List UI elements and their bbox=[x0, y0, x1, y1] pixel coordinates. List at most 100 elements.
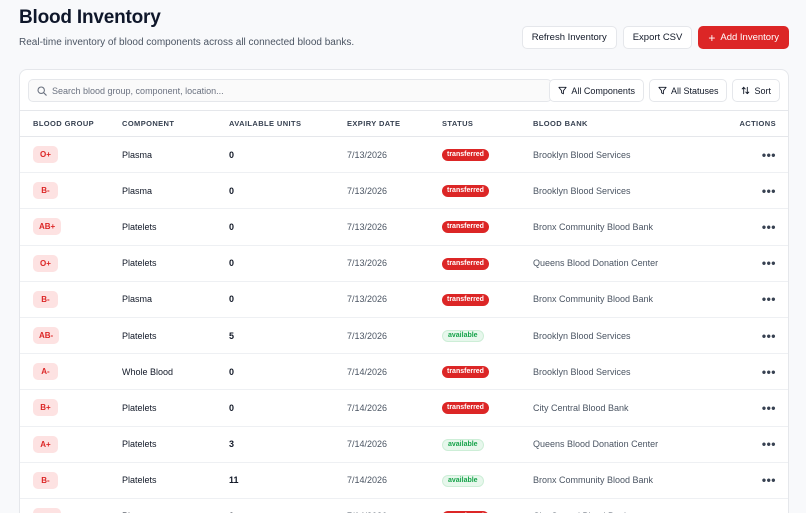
component-cell: Plasma bbox=[122, 172, 229, 210]
more-horizontal-icon[interactable]: ••• bbox=[761, 292, 776, 307]
table-row[interactable]: A- Whole Blood 0 7/14/2026 transferred Brookl… bbox=[20, 353, 788, 391]
table-row[interactable]: B- Platelets 11 7/14/2026 available Bronx Com… bbox=[20, 462, 788, 499]
blood-bank-cell: Brooklyn Blood Services bbox=[533, 172, 726, 210]
add-inventory-button[interactable]: + Add Inventory bbox=[698, 26, 789, 49]
blood-group-cell: B- bbox=[20, 281, 122, 318]
filter-icon bbox=[558, 86, 567, 95]
status-badge: transferred bbox=[442, 149, 489, 162]
blood-group-badge: A- bbox=[33, 363, 58, 381]
filter-icon bbox=[658, 86, 667, 95]
search-input[interactable] bbox=[52, 80, 547, 101]
available-units-cell: 0 bbox=[229, 172, 347, 210]
available-units-cell: 5 bbox=[229, 317, 347, 355]
component-cell: Platelets bbox=[122, 462, 229, 499]
available-units-cell: 3 bbox=[229, 426, 347, 463]
table-row[interactable]: O+ Plasma 0 7/13/2026 transferred Brooklyn Bl… bbox=[20, 136, 788, 174]
blood-group-badge: AB- bbox=[33, 327, 60, 345]
actions-cell: ••• bbox=[726, 172, 788, 210]
table-row[interactable]: A+ Platelets 3 7/14/2026 available Queens Blo… bbox=[20, 426, 788, 463]
component-cell: Platelets bbox=[122, 426, 229, 463]
more-horizontal-icon[interactable]: ••• bbox=[761, 364, 776, 379]
table-row[interactable]: B+ Platelets 0 7/14/2026 transferred City Cen… bbox=[20, 389, 788, 427]
more-horizontal-icon[interactable]: ••• bbox=[761, 328, 776, 343]
table-row[interactable]: B- Plasma 0 7/13/2026 transferred Bronx Commu… bbox=[20, 281, 788, 318]
actions-cell: ••• bbox=[726, 389, 788, 427]
status-cell: transferred bbox=[442, 281, 533, 318]
status-badge: available bbox=[442, 330, 484, 343]
header-actions: Refresh Inventory Export CSV + Add Inven… bbox=[521, 26, 789, 49]
blood-group-cell: O+ bbox=[20, 245, 122, 282]
blood-group-badge: B- bbox=[33, 471, 58, 489]
expiry-date-cell: 7/14/2026 bbox=[347, 353, 442, 391]
expiry-date-cell: 7/13/2026 bbox=[347, 136, 442, 174]
available-units-cell: 0 bbox=[229, 245, 347, 282]
blood-group-cell: A+ bbox=[20, 426, 122, 463]
blood-group-badge: O+ bbox=[33, 254, 58, 272]
sort-button[interactable]: Sort bbox=[732, 79, 780, 102]
more-horizontal-icon[interactable]: ••• bbox=[761, 147, 776, 162]
expiry-date-cell: 7/14/2026 bbox=[347, 498, 442, 513]
status-badge: transferred bbox=[442, 366, 489, 379]
available-units-cell: 0 bbox=[229, 208, 347, 246]
table-row[interactable]: B- Plasma 0 7/13/2026 transferred Brooklyn Bl… bbox=[20, 172, 788, 210]
more-horizontal-icon[interactable]: ••• bbox=[761, 183, 776, 198]
table-row[interactable]: AB+ Platelets 0 7/13/2026 transferred Bronx C… bbox=[20, 208, 788, 246]
status-badge: transferred bbox=[442, 257, 489, 270]
column-header-blood-group[interactable]: BLOOD GROUP bbox=[20, 110, 122, 137]
table-row[interactable]: O+ Platelets 0 7/13/2026 transferred Queens B… bbox=[20, 245, 788, 282]
status-cell: available bbox=[442, 426, 533, 463]
blood-bank-cell: Brooklyn Blood Services bbox=[533, 136, 726, 174]
blood-group-cell: AB- bbox=[20, 317, 122, 355]
available-units-cell: 0 bbox=[229, 136, 347, 174]
blood-bank-cell: Queens Blood Donation Center bbox=[533, 245, 726, 282]
blood-group-badge: B+ bbox=[33, 399, 58, 417]
column-header-status[interactable]: STATUS bbox=[442, 110, 533, 137]
more-horizontal-icon[interactable]: ••• bbox=[761, 473, 776, 488]
column-header-expiry-date[interactable]: EXPIRY DATE bbox=[347, 110, 442, 137]
status-cell: transferred bbox=[442, 172, 533, 210]
status-cell: transferred bbox=[442, 498, 533, 513]
statuses-filter-button[interactable]: All Statuses bbox=[648, 79, 728, 102]
expiry-date-cell: 7/13/2026 bbox=[347, 317, 442, 355]
available-units-cell: 0 bbox=[229, 389, 347, 427]
page-subtitle: Real-time inventory of blood components … bbox=[19, 37, 355, 48]
blood-bank-cell: Bronx Community Blood Bank bbox=[533, 462, 726, 499]
toolbar: All Components All Statuses Sort bbox=[28, 79, 780, 102]
component-cell: Platelets bbox=[122, 245, 229, 282]
statuses-filter-label: All Statuses bbox=[670, 85, 719, 96]
sort-icon bbox=[742, 86, 750, 95]
inventory-card: All Components All Statuses Sort BLOOD G… bbox=[19, 69, 789, 513]
column-header-available-units[interactable]: AVAILABLE UNITS bbox=[229, 110, 347, 137]
blood-bank-cell: City Central Blood Bank bbox=[533, 389, 726, 427]
available-units-cell: 0 bbox=[229, 498, 347, 513]
status-cell: transferred bbox=[442, 208, 533, 246]
status-cell: transferred bbox=[442, 136, 533, 174]
blood-group-cell: B- bbox=[20, 172, 122, 210]
component-cell: Plasma bbox=[122, 136, 229, 174]
table-header-row: BLOOD GROUP COMPONENT AVAILABLE UNITS EX… bbox=[20, 110, 788, 137]
expiry-date-cell: 7/13/2026 bbox=[347, 245, 442, 282]
status-badge: available bbox=[442, 474, 484, 487]
actions-cell: ••• bbox=[726, 498, 788, 513]
actions-cell: ••• bbox=[726, 462, 788, 499]
actions-cell: ••• bbox=[726, 353, 788, 391]
components-filter-label: All Components bbox=[571, 85, 635, 96]
expiry-date-cell: 7/14/2026 bbox=[347, 462, 442, 499]
blood-bank-cell: Brooklyn Blood Services bbox=[533, 353, 726, 391]
more-horizontal-icon[interactable]: ••• bbox=[761, 437, 776, 452]
more-horizontal-icon[interactable]: ••• bbox=[761, 256, 776, 271]
status-cell: transferred bbox=[442, 389, 533, 427]
column-header-component[interactable]: COMPONENT bbox=[122, 110, 229, 137]
status-cell: available bbox=[442, 462, 533, 499]
more-horizontal-icon[interactable]: ••• bbox=[761, 400, 776, 415]
table-row[interactable]: AB- Platelets 5 7/13/2026 available Brooklyn … bbox=[20, 317, 788, 355]
column-header-blood-bank[interactable]: BLOOD BANK bbox=[533, 110, 726, 137]
page-title: Blood Inventory bbox=[19, 7, 161, 28]
more-horizontal-icon[interactable]: ••• bbox=[761, 219, 776, 234]
components-filter-button[interactable]: All Components bbox=[549, 79, 644, 102]
refresh-inventory-button[interactable]: Refresh Inventory bbox=[521, 26, 617, 49]
export-csv-button[interactable]: Export CSV bbox=[622, 26, 693, 49]
blood-group-cell: A- bbox=[20, 353, 122, 391]
more-horizontal-icon[interactable]: ••• bbox=[762, 509, 776, 513]
